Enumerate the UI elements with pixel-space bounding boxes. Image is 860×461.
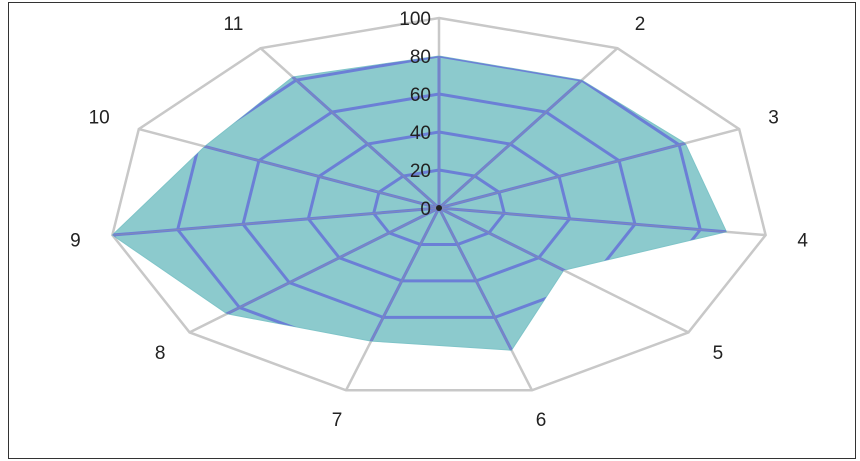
category-label-6: 6 — [536, 410, 547, 431]
category-label-5: 5 — [713, 343, 724, 364]
outer-ring — [110, 16, 768, 392]
tick-label-60: 60 — [410, 85, 431, 106]
grid-ring-20 — [372, 168, 506, 246]
grid-spoke-core-7 — [345, 207, 440, 351]
category-label-9: 9 — [70, 230, 81, 251]
category-label-2: 2 — [635, 14, 646, 35]
category-label-7: 7 — [332, 410, 343, 431]
grid-spoke-core-6 — [438, 207, 533, 351]
category-label-11: 11 — [224, 14, 244, 35]
grid-spoke-core-4 — [438, 207, 727, 236]
tick-label-40: 40 — [410, 123, 431, 144]
tick-label-100: 100 — [399, 9, 431, 30]
tick-label-20: 20 — [410, 161, 431, 182]
grid-spoke-core-9 — [112, 207, 440, 236]
grid-ring-40 — [306, 130, 572, 283]
category-label-4: 4 — [797, 230, 808, 251]
center-point — [436, 205, 442, 211]
category-label-10: 10 — [89, 108, 110, 129]
category-labels: 1234567891011 — [70, 14, 808, 431]
grid-ring-60 — [241, 92, 637, 319]
category-label-3: 3 — [768, 108, 779, 129]
tick-label-80: 80 — [410, 47, 431, 68]
grid-spoke-core-8 — [189, 207, 440, 333]
category-label-8: 8 — [155, 343, 166, 364]
tick-label-0: 0 — [420, 199, 431, 220]
radial-tick-labels: 0 20 40 60 80 100 — [399, 9, 431, 220]
